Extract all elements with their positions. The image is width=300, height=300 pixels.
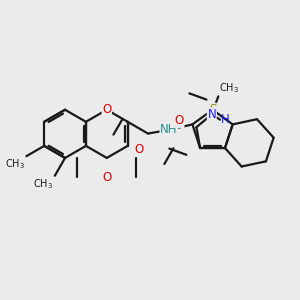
Text: O: O [134,143,143,156]
Text: H: H [220,113,229,126]
Text: CH$_3$: CH$_3$ [219,81,239,95]
Text: O: O [102,103,111,116]
Text: NH: NH [160,123,178,136]
Text: CH$_3$: CH$_3$ [5,158,25,171]
Text: S: S [209,103,216,116]
Text: O: O [175,115,184,128]
Text: N: N [207,108,216,121]
Text: CH$_3$: CH$_3$ [33,177,53,191]
Text: O: O [102,170,111,184]
